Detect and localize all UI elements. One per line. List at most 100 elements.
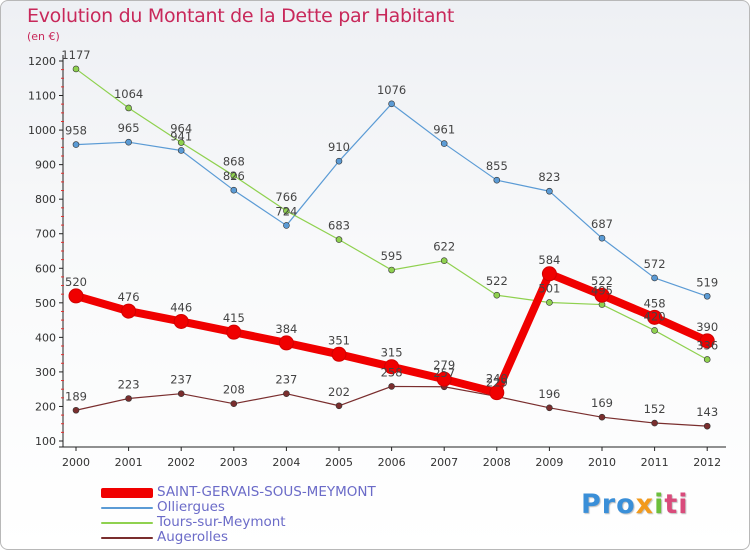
x-tick-label: 2003 [220, 456, 248, 469]
data-label-saint-gervais-sous-meymont: 384 [275, 322, 297, 336]
data-point-olliergues [125, 138, 132, 146]
data-label-tours-sur-meymont: 420 [644, 309, 666, 323]
data-point-olliergues [72, 141, 80, 148]
data-point-saint-gervais-sous-meymont [594, 287, 610, 303]
data-label-tours-sur-meymont: 595 [381, 249, 403, 263]
data-point-olliergues [283, 222, 290, 229]
data-point-tours-sur-meymont [335, 236, 343, 243]
data-point-olliergues [546, 187, 553, 195]
data-label-augerolles: 169 [591, 396, 613, 410]
data-point-olliergues [651, 274, 658, 282]
data-label-augerolles: 258 [381, 365, 403, 379]
data-point-olliergues [703, 292, 711, 300]
data-point-tours-sur-meymont [177, 139, 185, 146]
data-point-augerolles [125, 395, 132, 402]
data-point-augerolles [546, 404, 553, 412]
legend-label-tours-sur-meymont: Tours-sur-Meymont [157, 514, 286, 530]
data-point-augerolles [598, 413, 606, 421]
y-tick-label: 100 [35, 435, 56, 448]
data-label-tours-sur-meymont: 766 [275, 190, 297, 204]
data-label-augerolles: 208 [223, 383, 245, 397]
data-point-saint-gervais-sous-meymont [226, 324, 242, 340]
x-tick-label: 2012 [693, 456, 721, 469]
data-label-tours-sur-meymont: 1177 [61, 48, 90, 62]
data-label-olliergues: 572 [644, 257, 666, 271]
data-point-saint-gervais-sous-meymont [699, 333, 715, 349]
data-point-tours-sur-meymont [546, 299, 553, 306]
y-tick-label: 700 [35, 228, 56, 241]
data-label-olliergues: 519 [696, 275, 718, 289]
data-point-saint-gervais-sous-meymont [331, 346, 347, 362]
x-tick-label: 2001 [115, 456, 143, 469]
x-tick-label: 2009 [535, 456, 563, 469]
data-label-olliergues: 687 [591, 217, 613, 231]
data-point-tours-sur-meymont [72, 65, 80, 73]
data-label-augerolles: 229 [486, 375, 508, 389]
data-label-olliergues: 910 [328, 140, 350, 154]
x-tick-label: 2006 [378, 456, 406, 469]
x-tick-label: 2002 [167, 456, 195, 469]
y-tick-label: 200 [35, 400, 56, 413]
data-point-augerolles [177, 390, 185, 397]
legend-swatch-tours-sur-meymont [101, 521, 153, 524]
x-tick-label: 2007 [430, 456, 458, 469]
data-point-tours-sur-meymont [440, 257, 448, 264]
data-label-saint-gervais-sous-meymont: 458 [644, 296, 666, 310]
legend-item-olliergues[interactable]: Olliergues [101, 500, 431, 515]
data-label-augerolles: 237 [170, 373, 192, 387]
data-point-augerolles [283, 390, 290, 397]
legend-item-tours-sur-meymont[interactable]: Tours-sur-Meymont [101, 515, 431, 530]
data-label-augerolles: 143 [696, 405, 718, 419]
data-label-olliergues: 941 [170, 129, 192, 143]
data-point-olliergues [335, 157, 343, 165]
data-point-saint-gervais-sous-meymont [173, 313, 189, 329]
data-label-augerolles: 202 [328, 385, 350, 399]
data-point-augerolles [651, 419, 658, 427]
data-label-augerolles: 152 [644, 402, 666, 416]
data-label-tours-sur-meymont: 501 [538, 281, 560, 295]
x-tick-label: 2010 [588, 456, 616, 469]
legend-swatch-saint-gervais [101, 487, 153, 498]
data-label-tours-sur-meymont: 1064 [114, 87, 143, 101]
x-tick-label: 2011 [641, 456, 669, 469]
y-tick-label: 1000 [28, 124, 56, 137]
data-point-tours-sur-meymont [703, 356, 711, 363]
data-point-olliergues [598, 234, 606, 242]
data-label-tours-sur-meymont: 522 [486, 274, 508, 288]
data-label-saint-gervais-sous-meymont: 476 [118, 290, 140, 304]
x-tick-label: 2005 [325, 456, 353, 469]
data-label-augerolles: 257 [433, 366, 455, 380]
data-point-saint-gervais-sous-meymont [541, 266, 557, 282]
data-point-tours-sur-meymont [388, 266, 395, 274]
legend-label-saint-gervais: SAINT-GERVAIS-SOUS-MEYMONT [157, 484, 376, 500]
data-label-saint-gervais-sous-meymont: 584 [538, 253, 560, 267]
data-label-saint-gervais-sous-meymont: 240 [486, 372, 508, 386]
data-label-tours-sur-meymont: 964 [170, 122, 192, 136]
data-point-saint-gervais-sous-meymont [436, 371, 452, 387]
legend-item-augerolles[interactable]: Augerolles [101, 530, 431, 545]
legend-item-saint-gervais[interactable]: SAINT-GERVAIS-SOUS-MEYMONT [101, 485, 431, 500]
data-point-augerolles [230, 400, 238, 407]
data-point-olliergues [388, 100, 395, 108]
data-label-saint-gervais-sous-meymont: 315 [381, 346, 403, 360]
data-point-saint-gervais-sous-meymont [384, 359, 400, 375]
y-tick-label: 1100 [28, 90, 56, 103]
data-label-augerolles: 189 [65, 389, 87, 403]
data-point-tours-sur-meymont [230, 172, 238, 179]
data-label-olliergues: 958 [65, 124, 87, 138]
data-label-saint-gervais-sous-meymont: 279 [433, 358, 455, 372]
data-label-saint-gervais-sous-meymont: 351 [328, 333, 350, 347]
data-label-olliergues: 724 [275, 204, 297, 218]
data-label-saint-gervais-sous-meymont: 446 [170, 300, 192, 314]
data-point-olliergues [440, 140, 448, 147]
line-chart: 100 200 300 400 500 600 700 800 900 1000 1100 1200 2… [28, 48, 726, 469]
data-label-tours-sur-meymont: 336 [696, 338, 718, 352]
data-label-tours-sur-meymont: 683 [328, 219, 350, 233]
x-tick-label: 2008 [483, 456, 511, 469]
y-tick-label: 900 [35, 159, 56, 172]
data-point-olliergues [493, 176, 501, 184]
data-label-olliergues: 1076 [377, 83, 406, 97]
x-tick-label: 2000 [62, 456, 90, 469]
data-label-augerolles: 237 [275, 373, 297, 387]
